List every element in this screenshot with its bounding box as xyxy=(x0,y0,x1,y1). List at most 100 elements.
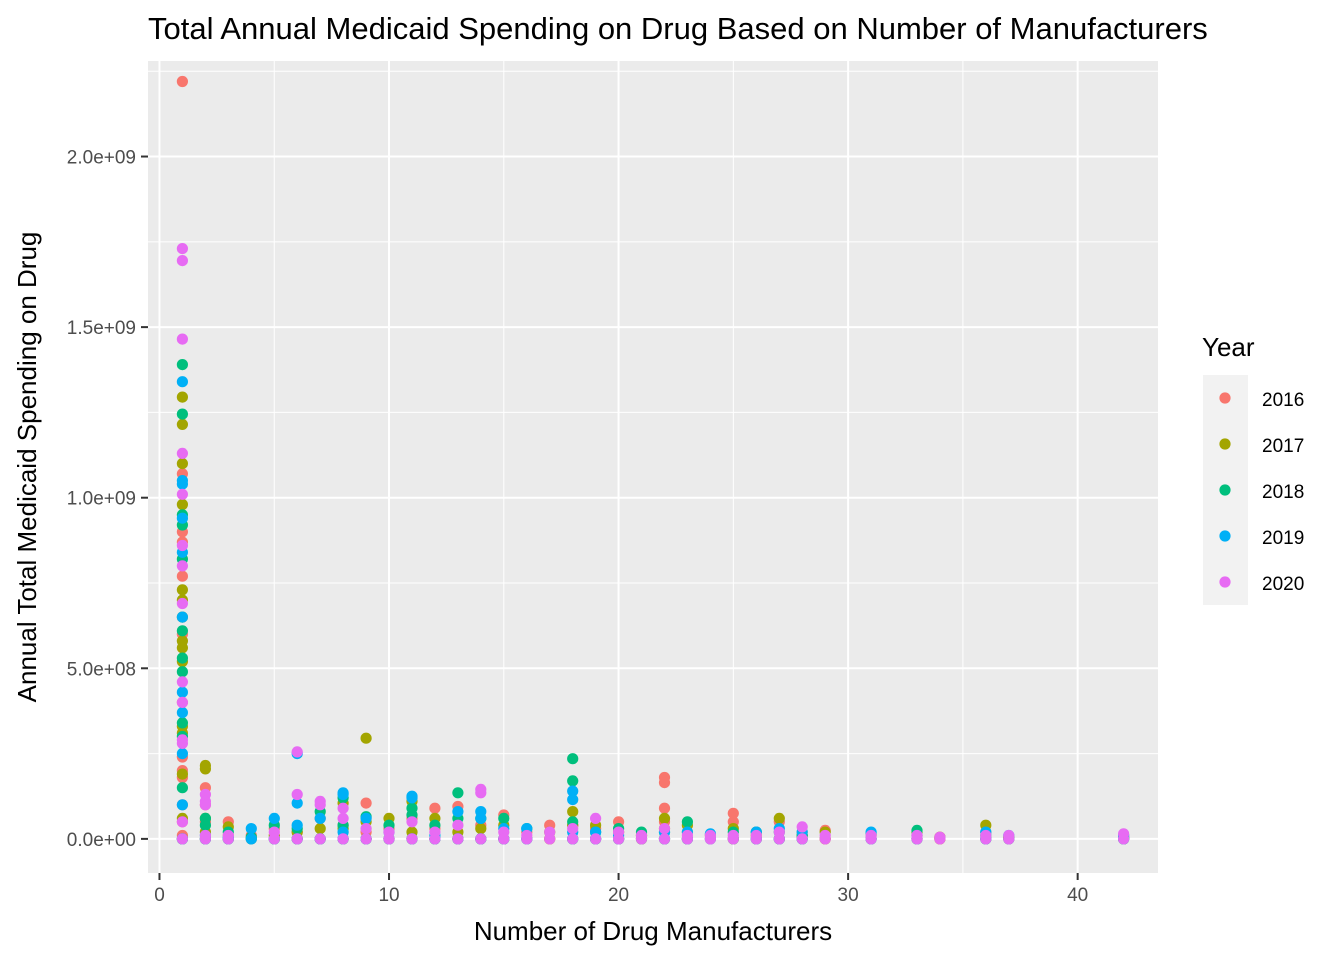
major-gridlines xyxy=(148,61,1158,873)
data-point xyxy=(635,833,648,845)
data-point xyxy=(199,833,211,845)
legend-key-2018 xyxy=(1219,484,1231,496)
data-point xyxy=(291,833,303,845)
data-point xyxy=(268,833,280,845)
data-point xyxy=(773,833,785,845)
data-point xyxy=(475,787,487,799)
data-point xyxy=(567,775,579,787)
x-axis: 0 10 20 30 40 xyxy=(154,873,1088,906)
x-tick-label: 40 xyxy=(1067,885,1088,906)
data-point xyxy=(314,833,326,845)
data-point xyxy=(176,642,188,654)
data-point xyxy=(337,833,349,845)
y-tick-label: 1.0e+09 xyxy=(67,489,136,510)
x-tick-label: 20 xyxy=(608,885,629,906)
data-point xyxy=(750,833,762,845)
data-point xyxy=(176,376,188,388)
data-point xyxy=(176,676,188,688)
legend-label-2018: 2018 xyxy=(1262,482,1304,503)
data-point xyxy=(567,794,579,806)
data-point xyxy=(291,746,303,758)
data-point xyxy=(199,763,211,775)
legend-key-2017 xyxy=(1219,438,1231,450)
data-point xyxy=(176,717,188,729)
legend-label-2019: 2019 xyxy=(1262,528,1304,549)
data-point xyxy=(727,833,739,845)
data-point xyxy=(176,243,188,255)
data-point xyxy=(452,806,464,818)
data-point xyxy=(658,833,671,845)
data-point xyxy=(314,812,326,825)
data-point xyxy=(176,488,188,500)
data-point xyxy=(176,255,188,267)
data-point xyxy=(704,833,717,845)
y-tick-label: 5.0e+08 xyxy=(67,659,136,680)
data-point xyxy=(176,478,188,490)
data-point xyxy=(245,833,257,845)
data-point xyxy=(176,539,188,552)
data-point xyxy=(567,753,579,765)
x-axis-title: Number of Drug Manufacturers xyxy=(474,916,832,946)
data-point xyxy=(475,833,487,845)
data-point xyxy=(199,819,211,831)
y-tick-label: 0.0e+00 xyxy=(67,830,136,851)
legend-key-2019 xyxy=(1219,530,1231,542)
data-point xyxy=(567,785,579,797)
x-tick-label: 10 xyxy=(378,885,399,906)
data-point xyxy=(475,823,487,835)
data-point xyxy=(176,799,188,811)
legend-items: 2016 2017 2018 2019 2020 xyxy=(1203,375,1304,605)
data-point xyxy=(176,512,188,524)
data-point xyxy=(567,833,579,845)
legend-key-2020 xyxy=(1219,576,1231,588)
x-tick-label: 0 xyxy=(154,885,165,906)
legend-title: Year xyxy=(1202,332,1255,362)
data-point xyxy=(406,792,418,804)
data-point xyxy=(658,777,671,789)
data-point xyxy=(544,833,556,845)
data-point xyxy=(865,833,877,845)
data-points xyxy=(176,75,1130,845)
data-point xyxy=(176,560,188,572)
data-point xyxy=(658,812,671,825)
data-point xyxy=(176,458,188,470)
data-point xyxy=(360,823,372,835)
data-point xyxy=(360,833,372,845)
y-tick-label: 2.0e+09 xyxy=(67,148,136,169)
data-point xyxy=(429,833,441,845)
data-point xyxy=(176,686,188,698)
data-point xyxy=(222,833,234,845)
data-point xyxy=(314,799,326,811)
minor-gridlines xyxy=(148,61,1158,873)
data-point xyxy=(176,666,188,678)
data-point xyxy=(475,812,487,825)
data-point xyxy=(176,597,188,610)
data-point xyxy=(176,498,188,511)
data-point xyxy=(176,333,188,345)
data-point xyxy=(681,816,694,828)
data-point xyxy=(176,833,188,845)
data-point xyxy=(590,833,602,845)
data-point xyxy=(360,732,372,744)
data-point xyxy=(658,802,671,814)
data-point xyxy=(176,611,188,623)
data-point xyxy=(819,833,831,845)
data-point xyxy=(176,696,188,709)
data-point xyxy=(176,707,188,719)
legend-label-2016: 2016 xyxy=(1262,390,1304,411)
data-point xyxy=(681,833,694,845)
legend-key-2016 xyxy=(1219,392,1231,404)
data-point xyxy=(383,833,395,845)
data-point xyxy=(727,807,739,819)
data-point xyxy=(452,787,464,799)
chart-title: Total Annual Medicaid Spending on Drug B… xyxy=(148,11,1208,46)
data-point xyxy=(337,788,349,801)
data-point xyxy=(429,802,441,814)
data-point xyxy=(199,799,211,811)
data-point xyxy=(773,812,785,825)
plot-panel xyxy=(148,61,1158,873)
data-point xyxy=(176,737,188,750)
data-point xyxy=(980,833,992,845)
data-point xyxy=(245,823,257,835)
